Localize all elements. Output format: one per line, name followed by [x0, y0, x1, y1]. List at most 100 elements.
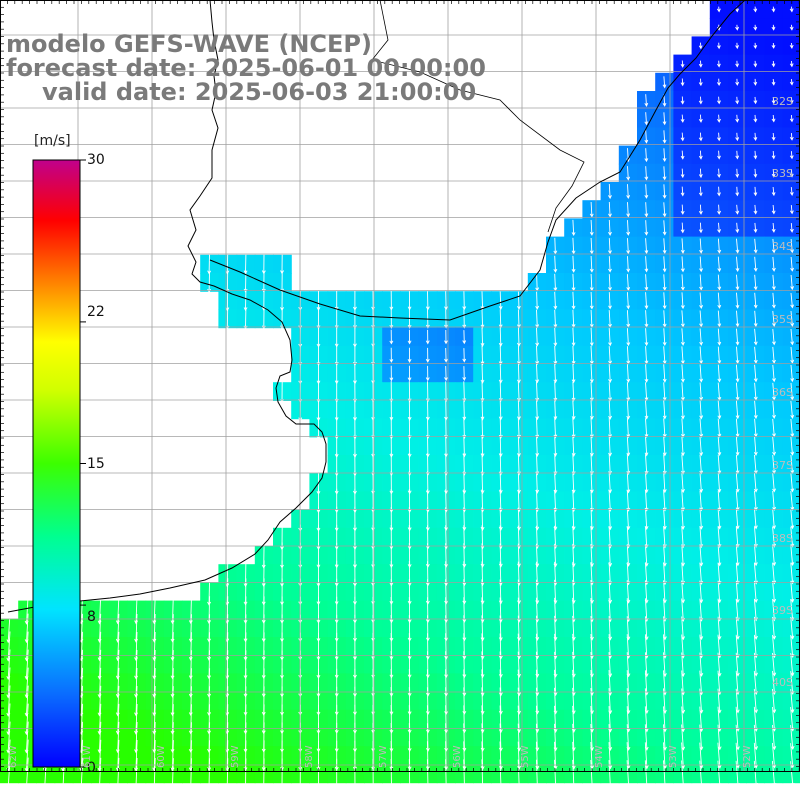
wind-arrow	[462, 543, 467, 568]
wind-arrow	[717, 472, 722, 493]
wind-arrow	[790, 328, 795, 346]
colorbar-tick-label: 30	[87, 152, 105, 168]
wind-arrow	[735, 222, 740, 234]
wind-arrow	[644, 148, 649, 163]
wind-arrow	[608, 382, 613, 402]
wind-arrow	[480, 345, 485, 366]
wind-arrow	[717, 292, 722, 309]
wind-arrow	[480, 525, 485, 550]
wind-arrow	[699, 454, 704, 475]
wind-arrow	[188, 650, 193, 680]
wind-arrow	[790, 400, 795, 419]
wind-arrow	[735, 364, 740, 383]
wind-arrow	[717, 114, 721, 123]
wind-arrow	[626, 184, 631, 200]
colorbar-gradient	[32, 159, 81, 768]
wind-arrow	[772, 310, 776, 328]
wind-arrow	[225, 758, 230, 790]
lat-label: 34S	[772, 240, 793, 253]
wind-arrow	[771, 742, 777, 769]
wind-arrow	[553, 255, 558, 273]
wind-arrow	[662, 166, 667, 181]
wind-arrow	[681, 400, 685, 420]
wind-arrow	[772, 436, 777, 456]
wind-arrow	[462, 741, 467, 771]
wind-arrow	[644, 220, 649, 236]
wind-arrow	[680, 150, 685, 160]
wind-arrow	[498, 759, 503, 789]
wind-arrow	[608, 201, 612, 218]
wind-arrow	[790, 653, 795, 677]
wind-arrow	[662, 292, 667, 310]
wind-arrow	[771, 42, 776, 49]
wind-arrow	[735, 472, 740, 493]
wind-arrow	[662, 130, 667, 144]
wind-arrow	[589, 201, 594, 218]
wind-arrow	[790, 725, 795, 751]
wind-arrow	[680, 238, 685, 254]
wind-arrow	[498, 417, 503, 439]
wind-arrow	[462, 507, 467, 532]
wind-arrow	[698, 150, 703, 160]
lon-label: 54W	[594, 745, 605, 768]
wind-arrow	[425, 347, 430, 363]
wind-arrow	[462, 435, 467, 458]
lon-label: 62W	[8, 745, 19, 768]
wind-arrow	[480, 759, 485, 789]
wind-arrow	[753, 186, 758, 197]
wind-arrow	[735, 238, 740, 254]
model-title: modelo GEFS-WAVE (NCEP)	[6, 30, 372, 58]
wind-arrow	[553, 381, 558, 402]
wind-arrow	[789, 205, 794, 215]
wind-arrow	[407, 329, 412, 345]
wind-arrow	[789, 187, 794, 197]
wind-arrow	[699, 256, 704, 273]
wind-arrow	[717, 436, 722, 457]
wind-arrow	[571, 255, 576, 273]
wind-arrow	[480, 507, 485, 531]
wind-arrow	[644, 400, 649, 420]
wind-arrow	[735, 60, 740, 68]
wind-arrow	[772, 274, 776, 291]
wind-arrow	[753, 42, 758, 50]
wind-arrow	[498, 327, 503, 347]
wind-arrow	[517, 363, 521, 384]
wind-arrow	[498, 399, 503, 421]
wind-arrow	[735, 274, 740, 291]
wind-arrow	[626, 202, 631, 218]
wind-arrow	[790, 238, 795, 254]
wind-arrow	[699, 364, 704, 383]
wind-arrow	[680, 256, 685, 273]
wind-arrow	[426, 759, 430, 789]
colorbar-tick-label: 8	[87, 609, 96, 625]
wind-arrow	[644, 238, 649, 255]
wind-arrow	[771, 186, 776, 197]
wind-arrow	[662, 202, 667, 218]
interior-border	[371, 0, 585, 233]
wind-arrow	[735, 328, 740, 346]
wind-arrow	[188, 722, 193, 753]
wind-arrow	[97, 757, 102, 791]
wind-arrow	[389, 758, 394, 789]
wind-arrow	[571, 327, 576, 347]
wind-arrow	[662, 76, 667, 89]
wind-arrow	[553, 399, 558, 421]
wind-arrow	[680, 274, 685, 291]
wind-arrow	[444, 525, 449, 550]
wind-arrow	[462, 348, 467, 363]
wind-arrow	[589, 255, 594, 273]
wind-arrow	[753, 60, 758, 68]
wind-arrow	[389, 365, 394, 382]
wind-arrow	[771, 6, 776, 13]
wind-arrow	[662, 364, 667, 383]
wind-arrow	[771, 256, 776, 272]
wind-arrow	[698, 42, 703, 50]
wind-arrow	[662, 418, 667, 438]
wind-arrow	[790, 563, 795, 585]
wind-arrow	[626, 328, 631, 347]
wind-arrow	[608, 183, 612, 200]
colorbar-unit: [m/s]	[34, 133, 71, 149]
wind-arrow	[771, 114, 776, 123]
wind-arrow	[772, 616, 777, 640]
wind-arrow	[24, 757, 29, 791]
